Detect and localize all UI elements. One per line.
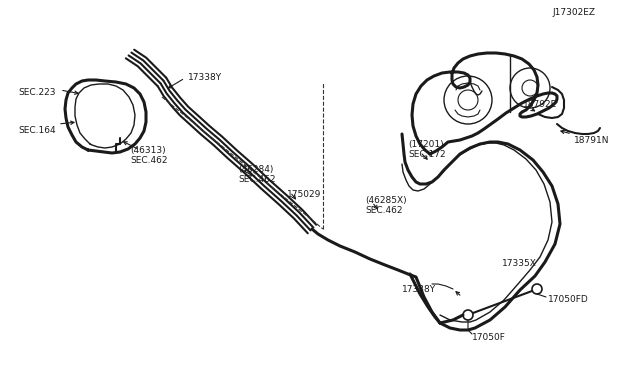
Text: 17050FD: 17050FD xyxy=(548,295,589,305)
Text: SEC.223: SEC.223 xyxy=(18,87,56,96)
Text: 17335X: 17335X xyxy=(502,260,537,269)
Text: SEC.164: SEC.164 xyxy=(18,125,56,135)
Text: (46285X): (46285X) xyxy=(365,196,406,205)
Text: SEC.462: SEC.462 xyxy=(365,205,403,215)
Text: SEC.172: SEC.172 xyxy=(408,150,445,158)
Text: 17050F: 17050F xyxy=(472,333,506,341)
Text: (17201): (17201) xyxy=(408,140,444,148)
Text: 18791N: 18791N xyxy=(574,135,609,144)
Text: SEC.462: SEC.462 xyxy=(130,155,168,164)
Text: 17338Y: 17338Y xyxy=(188,73,222,81)
Text: 175029: 175029 xyxy=(287,189,321,199)
Text: J17302EZ: J17302EZ xyxy=(552,7,595,16)
Text: 17338Y: 17338Y xyxy=(402,285,436,295)
Text: SEC.462: SEC.462 xyxy=(238,174,275,183)
Text: 18792E: 18792E xyxy=(523,99,557,109)
Text: (46313): (46313) xyxy=(130,145,166,154)
Text: (46284): (46284) xyxy=(238,164,273,173)
